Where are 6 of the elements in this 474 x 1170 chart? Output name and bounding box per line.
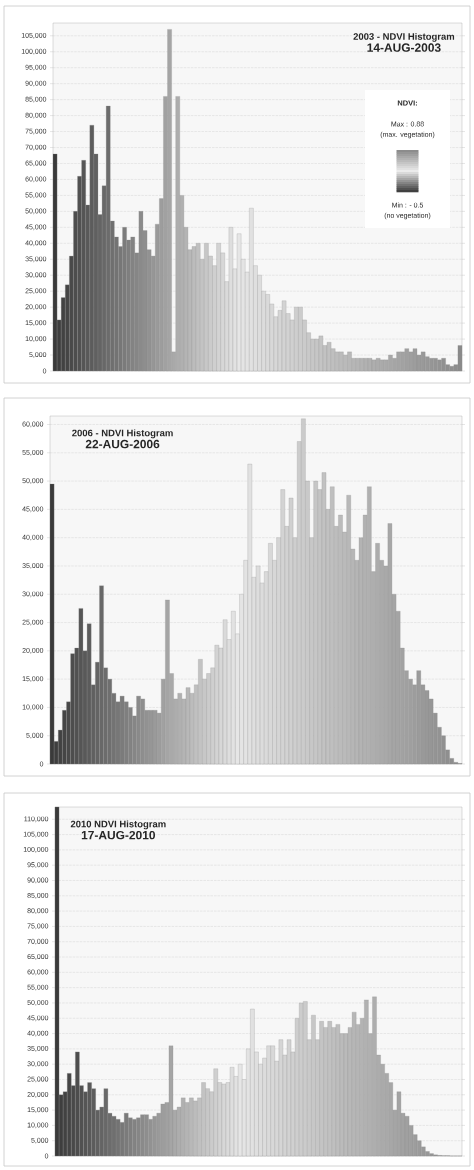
text: 14-AUG-2003 [367, 43, 441, 52]
text: 17-AUG-2010 [81, 830, 156, 840]
text: 2003 - NDVI Histogram [353, 32, 455, 42]
text: 22-AUG-2006 [85, 439, 160, 449]
text: 2010 NDVI Histogram [70, 820, 166, 830]
text: 2006 - NDVI Histogram [72, 429, 173, 439]
